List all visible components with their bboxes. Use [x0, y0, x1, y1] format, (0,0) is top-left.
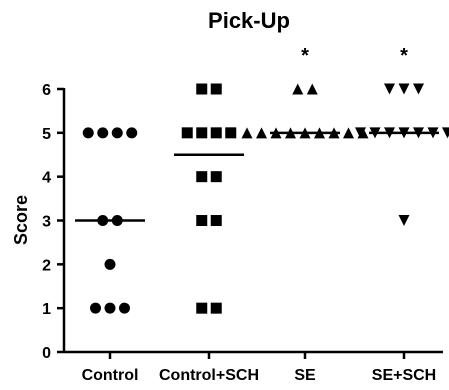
- y-tick-label-2: 2: [42, 257, 51, 274]
- y-axis-label: Score: [11, 195, 31, 245]
- x-tick-label-2: Control+SCH: [159, 367, 259, 384]
- data-point-se-11: [306, 83, 318, 95]
- data-point-se-sch-11: [413, 83, 424, 95]
- data-point-control-sch-6: [210, 171, 222, 183]
- data-point-se-sch-10: [398, 83, 410, 95]
- data-point-control-1: [90, 302, 101, 314]
- data-point-control-10: [126, 127, 138, 139]
- data-point-se-sch-2: [355, 127, 366, 139]
- data-point-se-sch-1: [398, 215, 410, 226]
- data-point-control-4: [104, 258, 116, 270]
- data-point-control-sch-9: [210, 127, 222, 139]
- x-tick-label-3: SE: [294, 367, 316, 384]
- data-point-control-9: [111, 127, 123, 139]
- x-tick-label-4: SE+SCH: [372, 367, 436, 384]
- data-point-se-1: [241, 127, 253, 139]
- y-tick-label-0: 0: [42, 345, 51, 362]
- data-point-control-sch-8: [196, 127, 208, 139]
- data-point-control-sch-7: [181, 127, 193, 139]
- y-tick-label-5: 5: [42, 126, 51, 143]
- data-point-se-sch-8: [442, 127, 449, 139]
- plot-area: 0 1 2 3 4 5 6 Control Control+SCH SE SE+SCH * *: [42, 45, 449, 384]
- data-point-se-sch-9: [384, 83, 395, 95]
- data-point-control-3: [119, 302, 130, 314]
- data-point-se-10: [292, 83, 304, 95]
- data-point-se-8: [343, 127, 354, 139]
- data-point-control-sch-4: [210, 215, 222, 226]
- data-point-control-sch-10: [225, 127, 237, 139]
- significance-mark-se-sch: *: [400, 45, 408, 67]
- significance-mark-se: *: [301, 45, 309, 67]
- chart-title: Pick-Up: [208, 8, 290, 33]
- data-point-control-sch-1: [196, 302, 208, 314]
- data-point-control-sch-2: [210, 302, 222, 314]
- data-point-se-2: [256, 127, 267, 139]
- y-tick-label-4: 4: [42, 170, 51, 187]
- data-point-control-sch-11: [196, 83, 208, 95]
- data-point-control-sch-5: [196, 171, 208, 183]
- y-tick-label-6: 6: [42, 82, 51, 99]
- data-point-control-sch-12: [210, 83, 222, 95]
- data-point-control-sch-3: [196, 215, 208, 226]
- data-point-control-8: [97, 127, 109, 139]
- y-tick-label-3: 3: [42, 214, 51, 231]
- y-tick-label-1: 1: [42, 301, 51, 318]
- data-point-control-2: [104, 302, 116, 314]
- x-tick-label-1: Control: [82, 367, 139, 384]
- data-point-control-7: [82, 127, 94, 139]
